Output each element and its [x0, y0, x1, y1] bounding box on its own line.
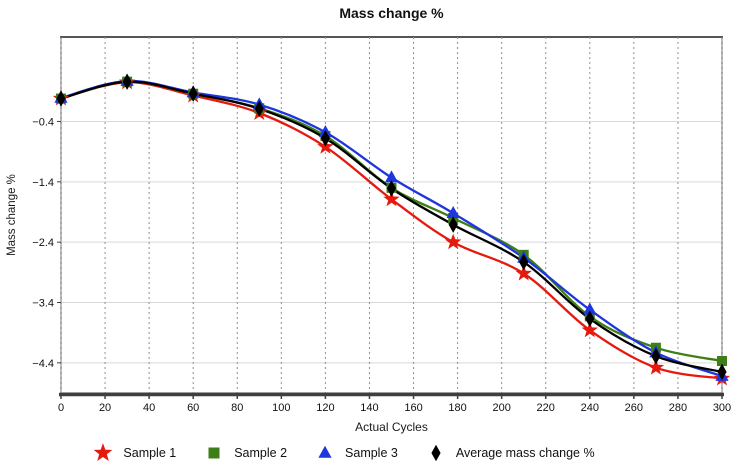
square-icon [208, 447, 220, 459]
legend-item-sample-1: Sample 1 [91, 443, 176, 463]
y-axis-title: Mass change % [6, 174, 18, 256]
legend-marker-glyph [318, 445, 332, 458]
series-line-sample-3 [59, 79, 724, 378]
data-point-sample-1 [383, 190, 400, 207]
x-tick-label: 140 [360, 402, 378, 414]
data-point-sample-1 [445, 233, 462, 250]
legend-marker-glyph [94, 443, 113, 462]
legend-item-sample-2: Sample 2 [202, 443, 287, 463]
data-point-average-mass-change [448, 216, 458, 233]
data-point-average-mass-change [188, 85, 198, 102]
legend-label: Sample 1 [123, 446, 177, 460]
x-tick-label: 120 [316, 402, 334, 414]
data-point-sample-3 [384, 170, 399, 183]
data-point-average-mass-change [585, 310, 595, 327]
data-point-average-mass-change [651, 347, 661, 365]
data-point-sample-3 [446, 205, 460, 218]
data-point-average-mass-change [519, 253, 529, 271]
x-tick-label: 20 [99, 402, 111, 414]
legend-item-average: Average mass change % [424, 443, 595, 463]
x-tick-label: 280 [669, 402, 687, 414]
data-point-average-mass-change [717, 363, 727, 381]
data-point-average-mass-change [254, 100, 264, 118]
data-point-average-mass-change [320, 130, 330, 147]
y-tick-label: −4.4 [32, 358, 54, 370]
y-tick-label: −0.4 [32, 116, 54, 128]
legend-label: Sample 3 [345, 446, 398, 460]
x-tick-label: 260 [625, 402, 643, 414]
x-tick-label: 100 [272, 402, 290, 414]
data-point-average-mass-change [122, 73, 132, 90]
data-point-sample-2 [717, 356, 727, 367]
data-point-sample-1 [647, 359, 665, 375]
data-point-average-mass-change [56, 90, 66, 107]
legend-label: Sample 2 [234, 446, 288, 460]
x-tick-label: 220 [537, 402, 555, 414]
x-tick-label: 240 [581, 402, 599, 414]
x-tick-label: 200 [492, 402, 510, 414]
x-tick-label: 180 [448, 402, 466, 414]
series-line-average-mass-change [59, 80, 724, 374]
legend-label: Average mass change % [455, 446, 595, 460]
x-tick-label: 160 [404, 402, 422, 414]
data-point-sample-3 [583, 302, 597, 315]
legend-marker-glyph [208, 447, 220, 459]
x-tick-label: 80 [231, 402, 243, 414]
x-tick-label: 40 [143, 402, 155, 414]
legend: Sample 1 Sample 2 Sample 3 Average mass … [0, 443, 741, 463]
data-point-sample-1 [581, 321, 598, 338]
y-tick-label: −3.4 [32, 297, 54, 309]
x-tick-label: 0 [58, 402, 64, 414]
star-icon [94, 443, 113, 462]
data-point-sample-1 [515, 264, 532, 281]
x-tick-label: 300 [713, 402, 731, 414]
y-tick-label: −1.4 [32, 177, 54, 189]
series-line-sample-2 [59, 80, 724, 363]
legend-item-sample-3: Sample 3 [313, 443, 398, 463]
diamond-icon [431, 444, 441, 462]
triangle-icon [318, 445, 332, 458]
x-axis-title: Actual Cycles [355, 420, 428, 434]
y-tick-label: −2.4 [32, 237, 54, 249]
legend-marker-glyph [431, 444, 441, 462]
x-tick-label: 60 [187, 402, 199, 414]
data-point-average-mass-change [386, 180, 397, 197]
chart-title: Mass change % [339, 5, 444, 21]
